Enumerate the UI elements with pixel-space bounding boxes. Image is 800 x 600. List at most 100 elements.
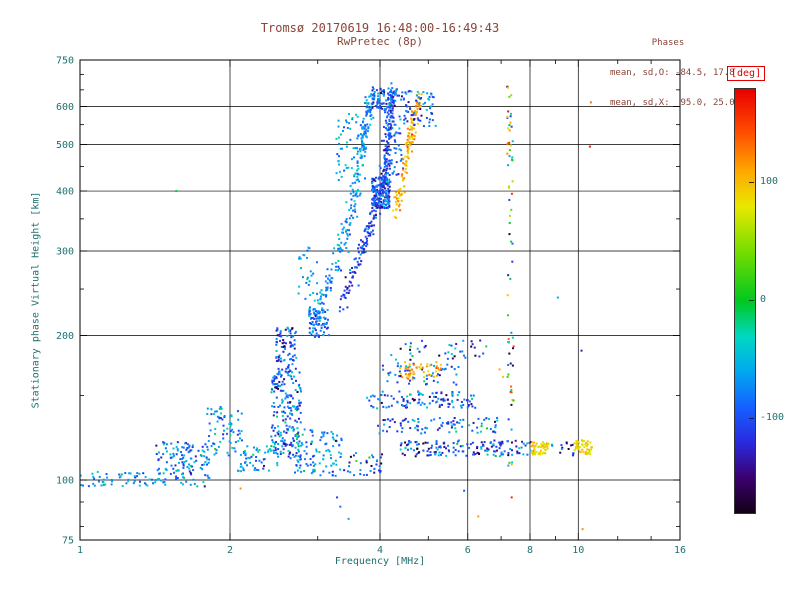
scatter-point	[371, 207, 374, 210]
scatter-point	[331, 262, 334, 265]
scatter-point	[359, 192, 362, 195]
scatter-point	[401, 376, 404, 379]
scatter-point	[478, 355, 481, 358]
scatter-point	[404, 417, 407, 420]
scatter-point	[412, 373, 415, 376]
scatter-point	[176, 476, 179, 479]
scatter-point	[385, 160, 388, 163]
scatter-point	[508, 340, 511, 343]
scatter-point	[402, 398, 405, 401]
scatter-point	[102, 478, 105, 481]
scatter-point	[367, 228, 370, 231]
scatter-point	[336, 153, 339, 156]
scatter-point	[400, 95, 403, 98]
scatter-point	[411, 418, 414, 421]
scatter-point	[397, 94, 400, 97]
scatter-point	[193, 482, 196, 485]
scatter-point	[398, 370, 401, 373]
scatter-point	[524, 444, 527, 447]
scatter-point	[389, 180, 392, 183]
scatter-point	[370, 404, 373, 407]
scatter-point	[152, 482, 155, 485]
scatter-point	[482, 352, 485, 355]
scatter-point	[388, 106, 391, 109]
scatter-point	[385, 102, 388, 105]
scatter-point	[417, 119, 420, 122]
scatter-point	[416, 90, 419, 93]
scatter-point	[288, 453, 291, 456]
scatter-point	[305, 441, 308, 444]
scatter-point	[357, 178, 360, 181]
scatter-point	[383, 199, 386, 202]
scatter-point	[403, 405, 406, 408]
scatter-point	[415, 440, 418, 443]
scatter-point	[172, 447, 175, 450]
scatter-point	[441, 403, 444, 406]
scatter-point	[375, 176, 378, 179]
scatter-point	[366, 239, 369, 242]
scatter-point	[343, 289, 346, 292]
scatter-point	[379, 212, 382, 215]
scatter-point	[373, 194, 376, 197]
scatter-point	[589, 453, 592, 456]
scatter-point	[363, 130, 366, 133]
y-tick-label: 200	[56, 331, 74, 342]
scatter-point	[229, 442, 232, 445]
scatter-point	[382, 179, 385, 182]
scatter-point	[291, 397, 294, 400]
scatter-point	[485, 417, 488, 420]
scatter-point	[217, 445, 220, 448]
scatter-point	[378, 202, 381, 205]
scatter-point	[367, 127, 370, 130]
scatter-point	[365, 461, 368, 464]
scatter-point	[285, 342, 288, 345]
scatter-point	[507, 373, 510, 376]
scatter-point	[381, 90, 384, 93]
scatter-point	[296, 390, 299, 393]
scatter-point	[291, 327, 294, 330]
scatter-point	[589, 101, 592, 104]
scatter-point	[158, 478, 161, 481]
scatter-point	[214, 447, 217, 450]
scatter-point	[271, 439, 274, 442]
scatter-point	[305, 452, 308, 455]
scatter-point	[380, 394, 383, 397]
plot-title: Tromsø 20170619 16:48:00-16:49:43	[260, 21, 500, 35]
scatter-point	[316, 292, 319, 295]
scatter-point	[380, 188, 383, 191]
scatter-point	[470, 394, 473, 397]
scatter-point	[489, 441, 492, 444]
scatter-point	[165, 443, 168, 446]
scatter-point	[320, 293, 323, 296]
scatter-point	[405, 403, 408, 406]
scatter-point	[380, 92, 383, 95]
scatter-point	[416, 107, 419, 110]
scatter-point	[383, 165, 386, 168]
scatter-point	[349, 271, 352, 274]
scatter-point	[400, 149, 403, 152]
scatter-point	[339, 248, 342, 251]
scatter-point	[351, 182, 354, 185]
scatter-point	[382, 201, 385, 204]
scatter-point	[146, 484, 149, 487]
scatter-point	[279, 404, 282, 407]
scatter-point	[375, 185, 378, 188]
scatter-point	[331, 277, 334, 280]
scatter-point	[368, 399, 371, 402]
scatter-point	[539, 453, 542, 456]
scatter-point	[286, 443, 289, 446]
scatter-point	[451, 357, 454, 360]
scatter-point	[540, 446, 543, 449]
scatter-point	[189, 464, 192, 467]
scatter-point	[288, 407, 291, 410]
scatter-point	[471, 343, 474, 346]
scatter-point	[297, 385, 300, 388]
scatter-point	[508, 233, 511, 236]
scatter-point	[203, 485, 206, 488]
scatter-point	[297, 292, 300, 295]
scatter-point	[417, 96, 420, 99]
scatter-point	[172, 467, 175, 470]
scatter-point	[338, 451, 341, 454]
scatter-point	[410, 117, 413, 120]
scatter-point	[419, 97, 422, 100]
